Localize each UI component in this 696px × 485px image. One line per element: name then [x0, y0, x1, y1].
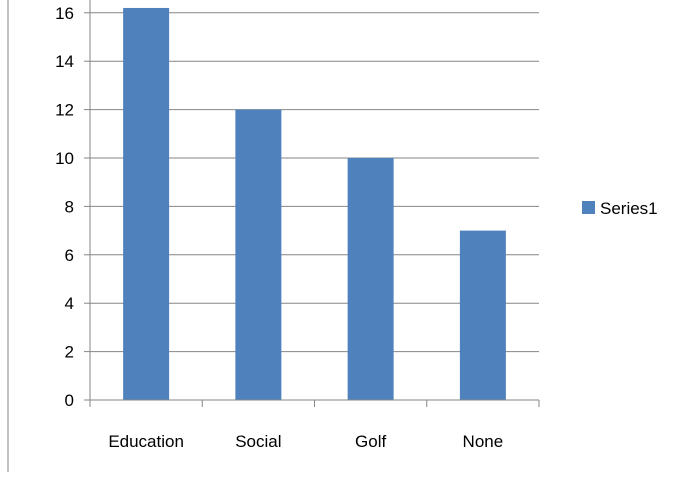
y-tick-label-2: 2 [65, 343, 74, 362]
y-tick-label-14: 14 [55, 52, 74, 71]
legend: Series1 [582, 199, 658, 218]
x-tick-label-none: None [463, 432, 504, 451]
y-tick-label-16: 16 [55, 4, 74, 23]
x-axis-tick-labels: Education Social Golf None [108, 432, 503, 451]
y-tick-label-0: 0 [65, 391, 74, 410]
y-tick-label-10: 10 [55, 149, 74, 168]
bar-education [123, 7, 170, 401]
y-tick-label-6: 6 [65, 246, 74, 265]
x-tick-label-education: Education [108, 432, 184, 451]
y-axis-tick-labels: 0 2 4 6 8 10 12 14 16 [55, 4, 74, 410]
legend-swatch-series1 [582, 201, 595, 214]
x-tick-label-social: Social [235, 432, 281, 451]
bar-social [235, 109, 282, 400]
bar-none [459, 230, 506, 400]
y-tick-label-8: 8 [65, 197, 74, 216]
x-tick-label-golf: Golf [355, 432, 386, 451]
y-tick-label-4: 4 [65, 294, 74, 313]
legend-label-series1: Series1 [600, 199, 658, 218]
bars [123, 7, 506, 401]
y-tick-label-12: 12 [55, 101, 74, 120]
axes [89, 0, 540, 407]
bar-golf [347, 158, 394, 400]
